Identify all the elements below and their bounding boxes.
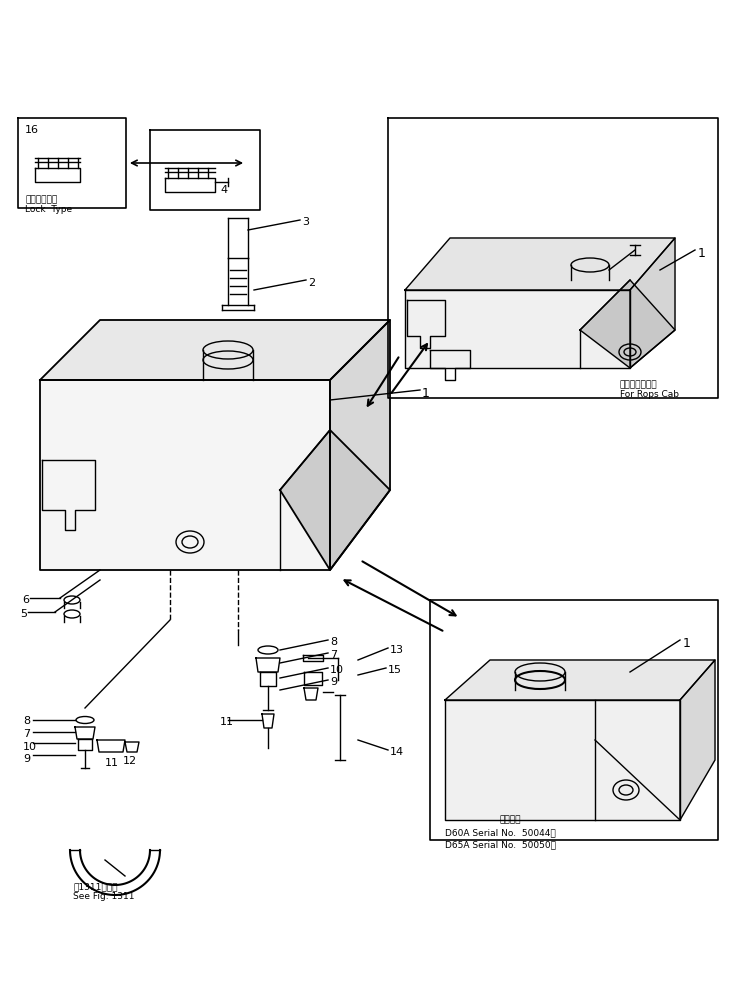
- Polygon shape: [445, 660, 715, 700]
- Polygon shape: [405, 290, 630, 368]
- Polygon shape: [580, 280, 675, 368]
- Text: 7: 7: [23, 729, 30, 739]
- Text: 1: 1: [683, 637, 691, 650]
- Text: D65A Serial No.  50050～: D65A Serial No. 50050～: [445, 840, 556, 849]
- Text: 4: 4: [220, 185, 227, 195]
- Text: Lock  Type: Lock Type: [25, 205, 72, 214]
- Text: 1: 1: [698, 247, 706, 260]
- Text: For Rops Cab: For Rops Cab: [620, 390, 679, 399]
- Text: 13: 13: [390, 645, 404, 655]
- Text: 5: 5: [20, 609, 27, 619]
- Text: 12: 12: [123, 756, 137, 766]
- Text: 11: 11: [105, 758, 119, 768]
- Text: See Fig. 1311: See Fig. 1311: [73, 892, 135, 901]
- Text: D60A Serial No.  50044～: D60A Serial No. 50044～: [445, 828, 556, 837]
- Text: 第1311図参照: 第1311図参照: [73, 882, 118, 891]
- Polygon shape: [330, 320, 390, 570]
- Polygon shape: [445, 700, 680, 820]
- Polygon shape: [405, 238, 675, 290]
- Text: 14: 14: [390, 747, 404, 757]
- Text: 9: 9: [330, 677, 337, 687]
- Text: ロプスキャブ用: ロプスキャブ用: [620, 380, 658, 389]
- Text: 11: 11: [220, 717, 234, 727]
- Text: 10: 10: [330, 665, 344, 675]
- Text: 適用号機: 適用号機: [499, 815, 521, 824]
- Polygon shape: [630, 238, 675, 368]
- Text: ロックタイプ: ロックタイプ: [25, 195, 57, 204]
- Text: 6: 6: [22, 595, 29, 605]
- Text: 7: 7: [330, 650, 337, 660]
- Text: 9: 9: [23, 754, 30, 764]
- Polygon shape: [280, 430, 390, 570]
- Text: 2: 2: [308, 278, 315, 288]
- Polygon shape: [40, 320, 390, 380]
- Polygon shape: [680, 660, 715, 820]
- Text: 3: 3: [302, 217, 309, 227]
- Text: 10: 10: [23, 742, 37, 752]
- Text: 8: 8: [23, 716, 30, 726]
- Text: 1: 1: [422, 387, 430, 400]
- Text: 8: 8: [330, 637, 337, 648]
- Polygon shape: [40, 380, 330, 570]
- Text: 15: 15: [388, 665, 402, 675]
- Text: 16: 16: [25, 125, 39, 135]
